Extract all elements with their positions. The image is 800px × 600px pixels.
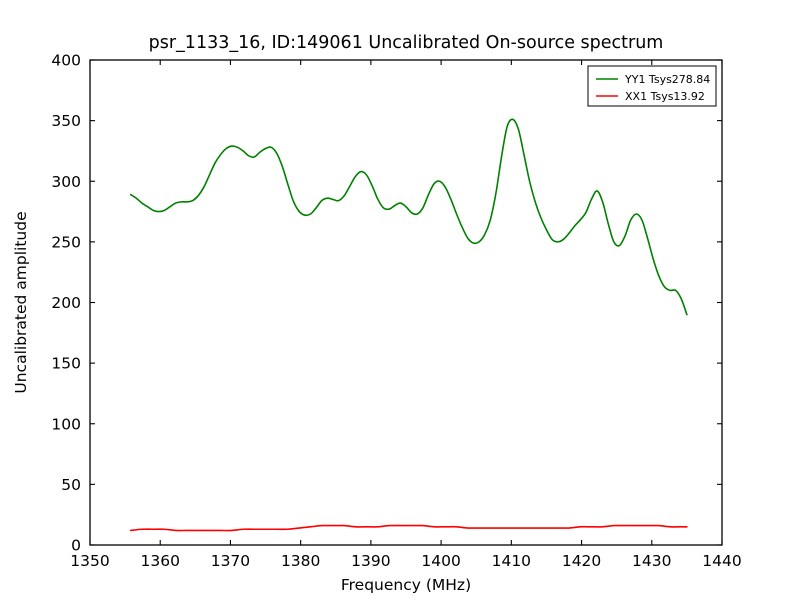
x-tick-label: 1370: [211, 552, 250, 570]
y-tick-label: 300: [51, 173, 81, 191]
series-line-1: [129, 118, 688, 316]
y-tick-label: 200: [51, 294, 81, 312]
series-line-2: [129, 524, 688, 532]
x-tick-label: 1420: [562, 552, 601, 570]
y-tick-label: 250: [51, 233, 81, 251]
y-tick-label: 100: [51, 415, 81, 433]
x-axis-title: Frequency (MHz): [341, 576, 471, 594]
x-tick-label: 1380: [281, 552, 320, 570]
x-tick-label: 1350: [70, 552, 109, 570]
x-tick-label: 1400: [421, 552, 460, 570]
x-tick-label: 1390: [351, 552, 390, 570]
x-tick-label: 1410: [492, 552, 531, 570]
y-tick-label: 0: [71, 537, 81, 555]
x-tick-label: 1430: [632, 552, 671, 570]
y-tick-label: 350: [51, 112, 81, 130]
x-tick-label: 1360: [140, 552, 179, 570]
plot-frame: [89, 59, 723, 546]
legend-label-1: YY1 Tsys278.84: [624, 73, 710, 86]
chart-title: psr_1133_16, ID:149061 Uncalibrated On-s…: [149, 33, 664, 53]
legend-box: [587, 65, 717, 107]
y-tick-label: 400: [51, 52, 81, 70]
legend-label-2: XX1 Tsys13.92: [625, 90, 705, 103]
x-tick-label: 1440: [702, 552, 741, 570]
y-tick-label: 50: [61, 476, 81, 494]
y-tick-label: 150: [51, 355, 81, 373]
y-axis-title: Uncalibrated amplitude: [12, 211, 30, 393]
